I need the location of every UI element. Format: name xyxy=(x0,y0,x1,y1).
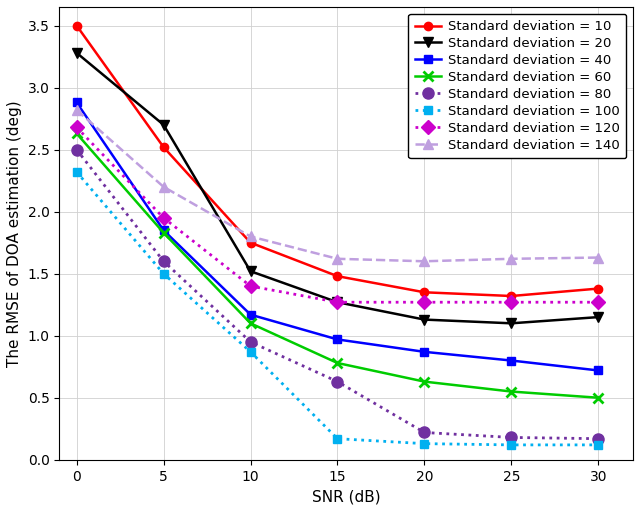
Standard deviation = 100 xyxy=(508,442,515,448)
Standard deviation = 40 xyxy=(333,336,341,342)
Standard deviation = 80 xyxy=(333,379,341,385)
Standard deviation = 80 xyxy=(420,429,428,435)
Standard deviation = 120 xyxy=(595,299,602,305)
Standard deviation = 20 xyxy=(420,316,428,322)
Standard deviation = 60 xyxy=(246,320,254,327)
Standard deviation = 20 xyxy=(508,320,515,327)
Line: Standard deviation = 60: Standard deviation = 60 xyxy=(72,129,603,403)
Standard deviation = 140 xyxy=(73,107,81,113)
Standard deviation = 80 xyxy=(595,435,602,442)
Standard deviation = 40 xyxy=(595,367,602,374)
Line: Standard deviation = 10: Standard deviation = 10 xyxy=(72,21,602,300)
Standard deviation = 40 xyxy=(508,358,515,364)
Standard deviation = 140 xyxy=(595,254,602,261)
Standard deviation = 10 xyxy=(508,293,515,299)
Line: Standard deviation = 80: Standard deviation = 80 xyxy=(71,144,604,444)
Standard deviation = 10 xyxy=(160,144,168,150)
Standard deviation = 120 xyxy=(508,299,515,305)
Standard deviation = 100 xyxy=(73,169,81,175)
Standard deviation = 60 xyxy=(595,394,602,401)
Standard deviation = 100 xyxy=(160,271,168,277)
Standard deviation = 10 xyxy=(73,22,81,29)
Standard deviation = 10 xyxy=(420,289,428,295)
Standard deviation = 140 xyxy=(246,234,254,240)
Standard deviation = 40 xyxy=(73,100,81,106)
Standard deviation = 140 xyxy=(508,256,515,262)
Standard deviation = 60 xyxy=(508,388,515,394)
Standard deviation = 120 xyxy=(246,283,254,289)
Standard deviation = 20 xyxy=(160,122,168,128)
Line: Standard deviation = 100: Standard deviation = 100 xyxy=(72,168,602,449)
Line: Standard deviation = 120: Standard deviation = 120 xyxy=(72,123,603,307)
Standard deviation = 120 xyxy=(420,299,428,305)
Standard deviation = 10 xyxy=(333,273,341,279)
Standard deviation = 80 xyxy=(160,258,168,264)
Standard deviation = 60 xyxy=(420,379,428,385)
Standard deviation = 40 xyxy=(160,227,168,234)
Standard deviation = 120 xyxy=(73,124,81,130)
Standard deviation = 100 xyxy=(246,349,254,355)
Standard deviation = 40 xyxy=(420,349,428,355)
Standard deviation = 20 xyxy=(595,314,602,320)
Standard deviation = 120 xyxy=(160,215,168,221)
Standard deviation = 60 xyxy=(160,229,168,236)
Standard deviation = 140 xyxy=(333,256,341,262)
Standard deviation = 20 xyxy=(246,268,254,274)
Line: Standard deviation = 140: Standard deviation = 140 xyxy=(72,105,603,266)
Standard deviation = 40 xyxy=(246,312,254,318)
Standard deviation = 100 xyxy=(333,435,341,442)
Standard deviation = 20 xyxy=(333,299,341,305)
Line: Standard deviation = 40: Standard deviation = 40 xyxy=(72,98,602,375)
Y-axis label: The RMSE of DOA estimation (deg): The RMSE of DOA estimation (deg) xyxy=(7,100,22,367)
Standard deviation = 60 xyxy=(73,130,81,136)
Standard deviation = 80 xyxy=(508,434,515,440)
X-axis label: SNR (dB): SNR (dB) xyxy=(312,489,380,504)
Standard deviation = 140 xyxy=(160,184,168,190)
Standard deviation = 10 xyxy=(595,286,602,292)
Standard deviation = 100 xyxy=(420,440,428,447)
Standard deviation = 60 xyxy=(333,360,341,366)
Standard deviation = 140 xyxy=(420,258,428,264)
Standard deviation = 100 xyxy=(595,442,602,448)
Standard deviation = 80 xyxy=(246,339,254,345)
Line: Standard deviation = 20: Standard deviation = 20 xyxy=(72,48,603,328)
Standard deviation = 80 xyxy=(73,147,81,153)
Standard deviation = 20 xyxy=(73,50,81,56)
Standard deviation = 10 xyxy=(246,240,254,246)
Standard deviation = 120 xyxy=(333,299,341,305)
Legend: Standard deviation = 10, Standard deviation = 20, Standard deviation = 40, Stand: Standard deviation = 10, Standard deviat… xyxy=(408,14,627,158)
